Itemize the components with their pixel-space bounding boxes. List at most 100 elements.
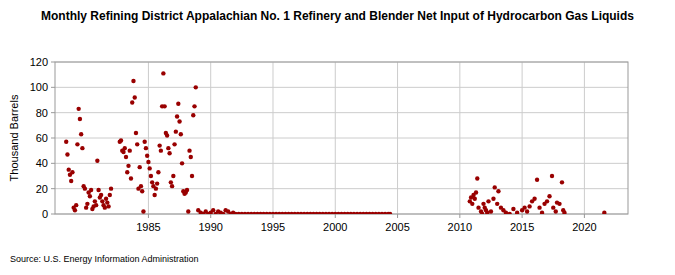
data-point — [140, 189, 144, 193]
x-tick-label: 2010 — [448, 221, 472, 233]
data-point — [174, 129, 178, 133]
data-point — [73, 208, 77, 212]
x-tick — [148, 214, 149, 218]
x-grid-line — [335, 62, 336, 214]
y-tick — [51, 163, 55, 164]
data-point — [547, 194, 551, 198]
data-point — [527, 204, 531, 208]
data-point — [480, 212, 484, 214]
data-point — [145, 154, 149, 158]
data-point — [165, 133, 169, 137]
y-grid-line — [55, 138, 628, 139]
data-point — [473, 197, 477, 201]
y-tick — [51, 188, 55, 189]
data-point — [147, 166, 151, 170]
data-point — [185, 188, 189, 192]
data-point — [177, 119, 181, 123]
data-point — [470, 202, 474, 206]
data-point — [146, 160, 150, 164]
data-point — [602, 211, 606, 214]
x-tick-label: 2020 — [572, 221, 596, 233]
data-point — [104, 197, 108, 201]
data-point — [83, 186, 87, 190]
x-grid-line — [210, 62, 211, 214]
data-point — [69, 179, 73, 183]
axes: 0204060801001201985199019952000200520102… — [30, 56, 597, 233]
data-point — [150, 180, 154, 184]
data-point — [95, 159, 99, 163]
data-point — [532, 197, 536, 201]
data-point — [64, 140, 68, 144]
data-point — [134, 131, 138, 135]
data-point — [545, 199, 549, 203]
y-tick-label: 20 — [36, 183, 48, 195]
x-tick-label: 1995 — [261, 221, 285, 233]
data-point — [105, 200, 109, 204]
data-point — [496, 189, 500, 193]
grid — [55, 62, 628, 214]
x-grid-line — [148, 62, 149, 214]
y-tick-label: 60 — [36, 132, 48, 144]
data-point — [131, 79, 135, 83]
data-point — [486, 199, 490, 203]
data-point — [166, 146, 170, 150]
data-point — [476, 205, 480, 209]
chart: Monthly Refining District Appalachian No… — [0, 0, 675, 275]
data-point — [154, 186, 158, 190]
data-point — [130, 100, 134, 104]
data-point — [119, 138, 123, 142]
x-tick — [335, 214, 336, 218]
data-point — [124, 155, 128, 159]
data-point — [388, 212, 392, 214]
data-point — [157, 143, 161, 147]
data-point — [176, 102, 180, 106]
data-point — [155, 181, 159, 185]
source: Source: U.S. Energy Information Administ… — [10, 254, 199, 264]
data-point — [88, 194, 92, 198]
data-point — [109, 186, 113, 190]
data-point — [103, 205, 107, 209]
data-point — [67, 167, 71, 171]
data-point — [189, 155, 193, 159]
data-point — [128, 148, 132, 152]
data-point — [129, 176, 133, 180]
data-point — [123, 146, 127, 150]
x-tick — [584, 214, 585, 218]
data-point — [85, 202, 89, 206]
data-point — [187, 148, 191, 152]
data-point — [84, 205, 88, 209]
data-point — [99, 193, 103, 197]
data-point — [126, 164, 130, 168]
x-tick-label: 2005 — [385, 221, 409, 233]
y-tick-label: 40 — [36, 157, 48, 169]
data-point — [78, 117, 82, 121]
data-point — [139, 184, 143, 188]
data-point — [522, 205, 526, 209]
data-point — [121, 150, 125, 154]
data-point — [142, 140, 146, 144]
y-tick — [51, 87, 55, 88]
data-point — [74, 203, 78, 207]
data-point — [135, 142, 139, 146]
y-tick-label: 120 — [30, 56, 48, 68]
data-point — [149, 174, 153, 178]
data-point — [138, 165, 142, 169]
data-point — [169, 180, 173, 184]
title: Monthly Refining District Appalachian No… — [41, 9, 634, 23]
x-tick-label: 1990 — [198, 221, 222, 233]
x-grid-line — [397, 62, 398, 214]
data-point — [100, 199, 104, 203]
data-point — [65, 152, 69, 156]
data-point — [551, 205, 555, 209]
data-point — [560, 180, 564, 184]
data-point — [167, 151, 171, 155]
y-axis-label: Thousand Barrels — [8, 94, 20, 181]
x-tick-label: 1985 — [136, 221, 160, 233]
data-point — [489, 209, 493, 213]
data-point — [191, 113, 195, 117]
data-point — [93, 199, 97, 203]
x-tick — [522, 214, 523, 218]
y-tick — [51, 138, 55, 139]
x-tick — [210, 214, 211, 218]
data-point — [474, 190, 478, 194]
